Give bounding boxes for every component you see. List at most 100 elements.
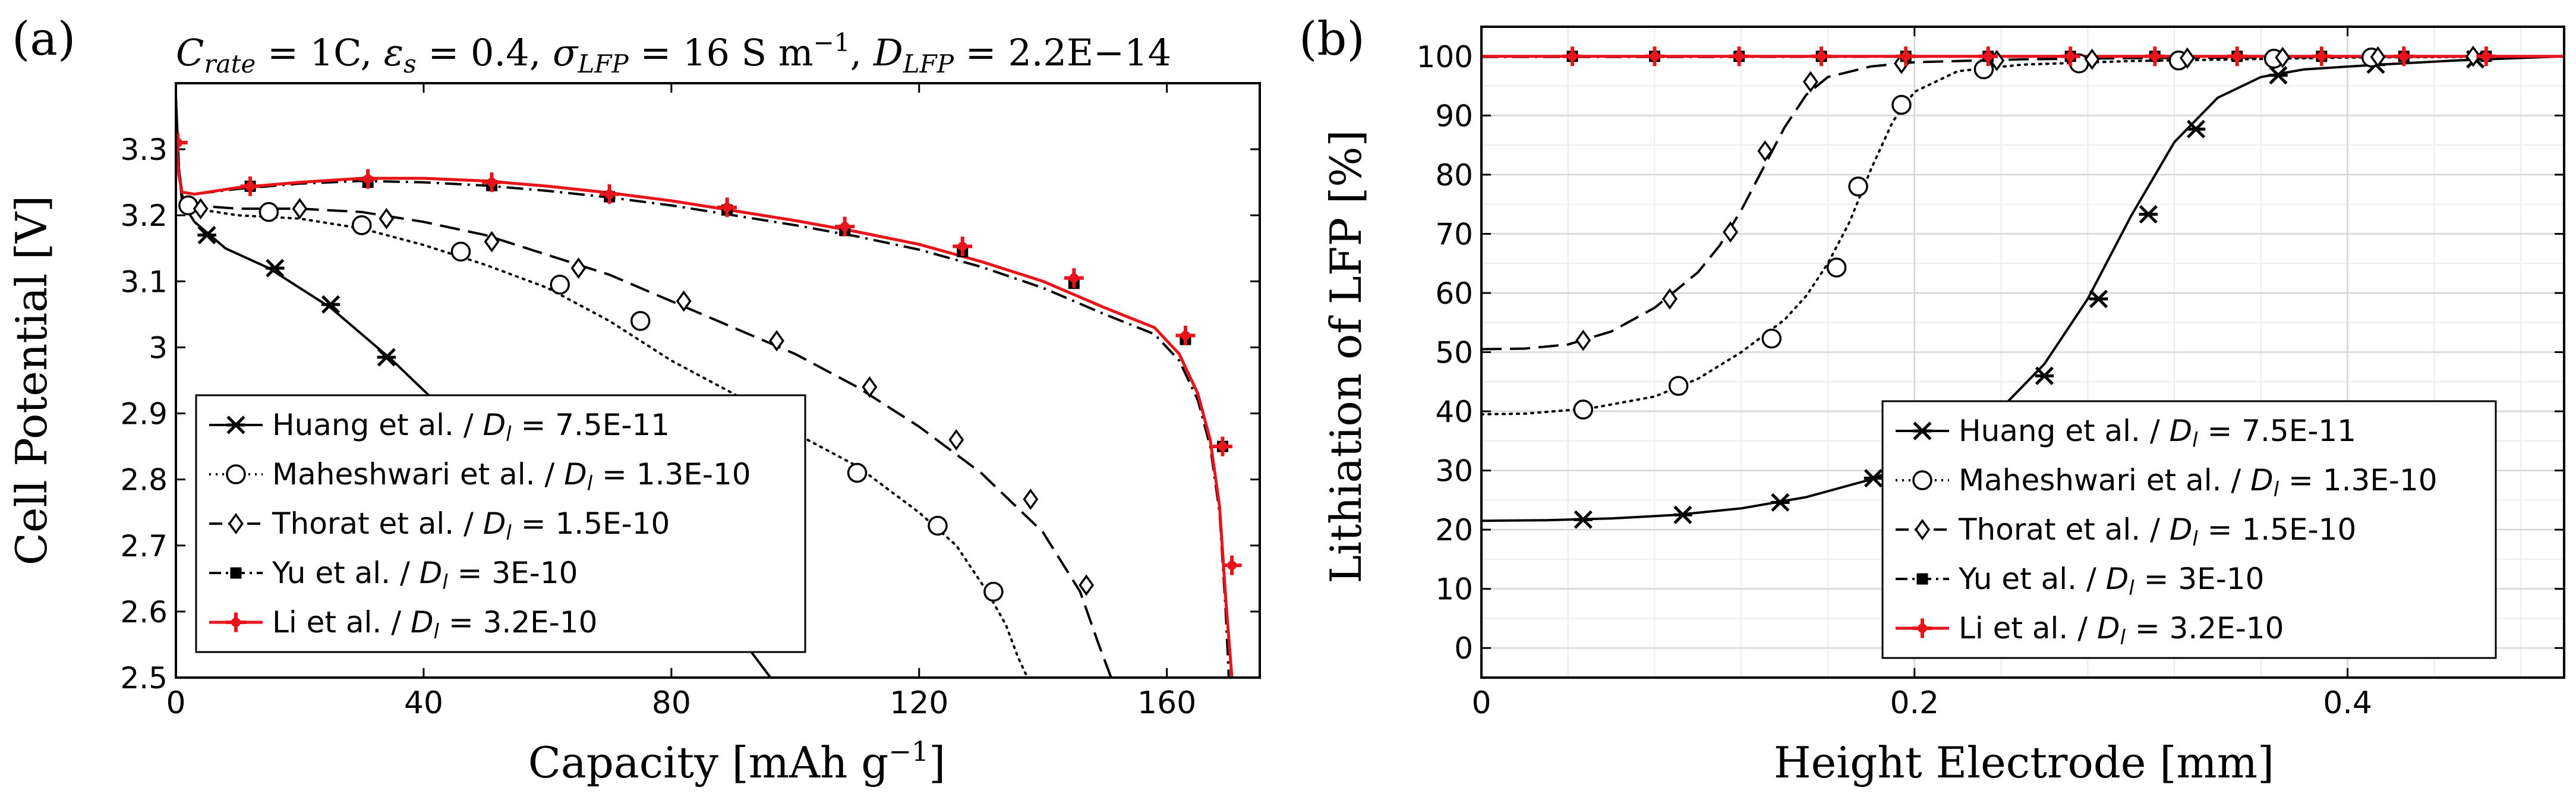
legend-symbol: D	[2097, 611, 2120, 645]
marker-4-10-dot	[1218, 442, 1228, 452]
marker-4-9	[2312, 46, 2332, 67]
legend-entry-4: Li et al. / Dl = 3.2E-10	[1959, 611, 2284, 650]
marker-0-0	[197, 225, 216, 245]
legend-entry-4: Li et al. / Dl = 3.2E-10	[272, 605, 597, 644]
marker-1-4	[550, 275, 570, 295]
marker-4-10	[2394, 46, 2414, 67]
series-line-2	[1481, 55, 2564, 351]
marker-4-0-dot	[1568, 51, 1578, 61]
marker-4-6-dot	[2066, 51, 2076, 61]
y-tick-label: 3.2	[120, 199, 168, 233]
legend-subscript: l	[506, 521, 512, 545]
marker-1-6	[1973, 59, 1994, 80]
y-tick-label: 3.1	[120, 264, 168, 299]
marker-2-10	[2370, 46, 2386, 68]
marker-1-7	[928, 515, 948, 536]
series-line-2	[176, 116, 1112, 678]
marker-4-8	[2227, 46, 2247, 67]
marker-4-7	[953, 236, 973, 256]
y-tick-label: 100	[1417, 40, 1473, 74]
marker-1-0	[1573, 399, 1594, 420]
legend-subscript: l	[587, 472, 593, 496]
b-series-markers	[1562, 45, 2496, 529]
marker-4-9	[1175, 325, 1196, 345]
y-tick-label: 90	[1435, 99, 1473, 133]
marker-0-3	[377, 348, 396, 367]
marker-4-0	[1562, 46, 1582, 67]
marker-4-11-dot	[1227, 560, 1237, 571]
y-tick-label: 3	[149, 330, 168, 365]
marker-1-8	[983, 581, 1004, 602]
legend-name: Li et al. /	[272, 605, 411, 640]
marker-2-8	[948, 429, 964, 451]
legend-marker-4-dot	[231, 618, 241, 627]
marker-4-3-dot	[487, 177, 497, 187]
marker-4-4-dot	[604, 189, 614, 199]
marker-2-4	[570, 257, 587, 279]
y-tick-label: 2.5	[120, 661, 168, 695]
marker-4-5-dot	[1983, 51, 1993, 61]
marker-2-5	[676, 290, 692, 312]
marker-4-11-dot	[2481, 51, 2491, 61]
legend-marker-3	[1916, 573, 1928, 585]
y-tick-label: 3.3	[120, 133, 168, 167]
legend-marker-0	[1913, 421, 1932, 440]
marker-4-7-dot	[2150, 51, 2160, 61]
x-tick-label: 0.2	[1890, 685, 1939, 721]
marker-4-2-dot	[1734, 51, 1744, 61]
legend-marker-1	[1912, 470, 1932, 490]
legend-value: = 1.3E-10	[592, 457, 751, 492]
marker-4-6	[2060, 46, 2080, 67]
marker-4-4-dot	[1901, 51, 1911, 61]
x-tick-label: 40	[404, 685, 443, 721]
y-tick-label: 10	[1435, 572, 1473, 607]
legend-entry-1: Maheshwari et al. / Dl = 1.3E-10	[272, 457, 751, 496]
legend-subscript: l	[2274, 478, 2279, 502]
y-tick-label: 20	[1435, 513, 1473, 547]
marker-4-8-dot	[1069, 273, 1079, 283]
marker-2-9	[2275, 46, 2291, 68]
legend-value: = 3E-10	[2134, 562, 2265, 596]
plot-frame-a	[175, 82, 1261, 679]
y-tick-label: 0	[1454, 631, 1473, 666]
marker-4-5	[1978, 46, 1998, 67]
legend-value: = 1.3E-10	[2279, 463, 2437, 497]
marker-1-5	[630, 311, 651, 331]
plot-frame-b	[1480, 26, 2565, 679]
marker-2-11	[2465, 45, 2481, 67]
marker-4-6	[835, 216, 855, 237]
x-tick-label: 120	[890, 685, 948, 721]
legend-value: = 7.5E-11	[512, 408, 670, 442]
marker-1-1	[1668, 376, 1689, 396]
a-ticks: 0 40 80 120 160 2.5 2.6 2.7 2.8 2.9 3 3.1 3.2 3.3	[120, 83, 1260, 721]
legend-name: Maheshwari et al. /	[1959, 463, 2250, 497]
legend-marker-0	[226, 415, 245, 434]
x-tick-label: 0.4	[2323, 685, 2372, 721]
legend-value: = 1.5E-10	[512, 506, 670, 541]
legend-symbol: D	[2106, 562, 2129, 596]
b-ylabel: Lithiation of LFP [%]	[1321, 130, 1371, 583]
marker-4-1	[1645, 46, 1665, 67]
marker-4-2-dot	[363, 174, 373, 184]
marker-1-1	[258, 201, 279, 222]
marker-2-0	[193, 198, 209, 220]
panel-a-title: Crate = 1C, εs = 0.4, σLFP = 16 S m−1, D…	[176, 28, 1171, 78]
x-tick-label: 80	[652, 685, 691, 721]
y-tick-label: 40	[1435, 395, 1473, 429]
marker-4-2	[1729, 46, 1749, 67]
marker-4-0-dot	[176, 138, 183, 147]
legend-marker-3	[230, 567, 242, 579]
marker-0-5	[2089, 289, 2108, 308]
y-tick-label: 30	[1435, 454, 1473, 489]
legend-value: = 3.2E-10	[2126, 611, 2284, 645]
a-legend: Huang et al. / Dl = 7.5E-11 Maheshwari et…	[195, 394, 806, 653]
marker-4-7	[2145, 46, 2165, 67]
marker-0-1	[266, 259, 285, 278]
legend-value: = 3E-10	[448, 556, 578, 590]
marker-1-6	[847, 462, 868, 483]
marker-1-0	[178, 195, 198, 216]
marker-1-5	[1891, 95, 1912, 115]
legend-marker-4-dot	[1918, 623, 1927, 633]
y-tick-label: 80	[1435, 158, 1473, 193]
marker-4-4	[1896, 46, 1916, 67]
